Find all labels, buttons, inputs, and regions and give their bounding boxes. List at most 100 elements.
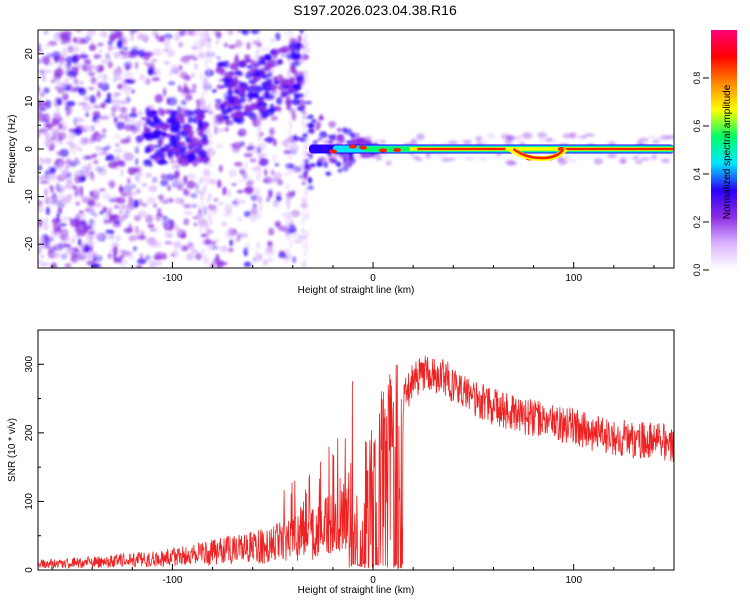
spectrogram-blob [167,220,174,225]
spectrogram-blob [38,221,43,230]
spectrogram-blob [221,109,229,116]
spectrogram-blob [576,135,587,140]
spectrogram-blob [203,174,207,184]
spectrogram-blob [196,212,204,219]
spectrogram-blob [244,243,251,252]
spectrogram-blob [229,95,236,105]
spectrogram-blob [132,233,140,241]
spectrogram-blob [127,189,132,198]
spectrogram-blob [40,254,44,259]
spectrogram-blob [61,254,68,261]
spectrogram-blob [283,85,290,90]
spectrogram-blob [290,64,296,74]
spectrogram-blob [304,164,309,170]
spectrogram-blob [134,61,139,70]
spectrogram-blob [246,65,253,69]
spectrogram-blob [208,39,212,49]
spectrogram-blob [45,170,50,180]
spectrogram-blob [77,252,85,256]
spectrogram-blob [121,121,126,130]
spectrogram-blob [99,188,106,192]
spectrogram-blob [38,47,43,55]
spectrogram-blob [59,55,65,64]
colorbar-ticks: 0.0 0.2 0.4 0.6 0.8 [692,72,709,276]
spectrogram-blob [164,241,173,245]
spectrogram-blob [48,184,54,190]
spectrogram-blob [290,108,296,115]
spectrogram-blob [204,61,208,68]
spectrogram-blob [291,112,297,121]
bottom-y-axis-label: SNR (10 * v/v) [7,418,18,482]
spectrogram-blob [145,172,152,178]
spectrogram-blob [302,261,306,268]
spectrogram-blob [231,201,238,205]
spectrogram-blob [272,154,278,163]
spectrogram-blob [123,72,134,78]
spectrogram-blob [222,186,227,196]
spectrogram-blob [173,127,180,132]
spectrogram-blob [53,199,64,204]
spectrogram-blob [256,148,260,158]
spectrogram-blob [243,152,253,158]
spectrogram-blob [539,137,545,144]
spectrogram-blob [273,80,280,85]
spectrogram-blob [207,263,211,268]
spectrogram-blob [208,178,217,185]
spectrogram-blob [130,45,140,50]
spectrogram-blob [209,207,213,217]
spectrogram-blob [328,121,337,128]
spectrogram-blob [310,128,315,135]
spectrogram-blob [256,59,266,66]
spectrogram-blob [65,105,69,111]
spectrogram-blob [241,30,250,36]
colorbar-tick-label: 0.6 [692,120,702,133]
spectrogram-blob [221,77,231,82]
spectrogram-blob [59,148,69,158]
spectrogram-blob [82,129,88,133]
spectrogram-blob [288,153,292,158]
spectrogram-blob [197,131,205,137]
spectrogram-blob [277,84,287,91]
spectrogram-blob [284,89,289,93]
spectrogram-blob [292,255,296,264]
spectrogram-blob [222,221,227,227]
spectrogram-blob [183,82,188,92]
spectrogram-blob [316,162,321,167]
spectrogram-blob [163,60,171,66]
spectrogram-blob [214,99,223,103]
spectrogram-blob [149,121,156,128]
snr-panel: -100 0 100 0 100 200 300 Height of straight l… [7,329,675,596]
spectrogram-blob [312,140,318,144]
spectrogram-blob [302,133,308,138]
spectrogram-blob [209,139,213,148]
spectrogram-blob [82,105,88,111]
spectrogram-blob [113,205,120,209]
spectrogram-blob [65,140,74,146]
spectrogram-blob [167,80,176,86]
spectrogram-blob [385,160,392,166]
spectrogram-blob [183,218,190,226]
spectrogram-blob [278,78,289,86]
spectrogram-blob [86,232,95,241]
spectrogram-blob [91,41,95,47]
spectrogram-blob [39,235,45,244]
spectrogram-blob [120,191,128,198]
spectrogram-blob [447,140,459,146]
spectrogram-blob [61,90,66,97]
spectrogram-blob [291,98,300,106]
spectrogram-blob [277,59,283,65]
spectrogram-blob [135,189,141,194]
spectrogram-blob [304,100,312,105]
spectrogram-blob [632,155,639,161]
spectrogram-blob [187,116,193,124]
y-tick-label: 10 [24,95,35,107]
spectrogram-blob [101,78,106,88]
spectrogram-blob [266,177,275,184]
spectrogram-blob [154,227,158,233]
y-tick-label: 100 [24,493,35,510]
spectrogram-blob [176,227,182,235]
spectrogram-blob [635,160,643,165]
x-tick-label: 100 [565,575,582,586]
spectrogram-blob [374,153,383,161]
spectrogram-blob [76,37,80,41]
